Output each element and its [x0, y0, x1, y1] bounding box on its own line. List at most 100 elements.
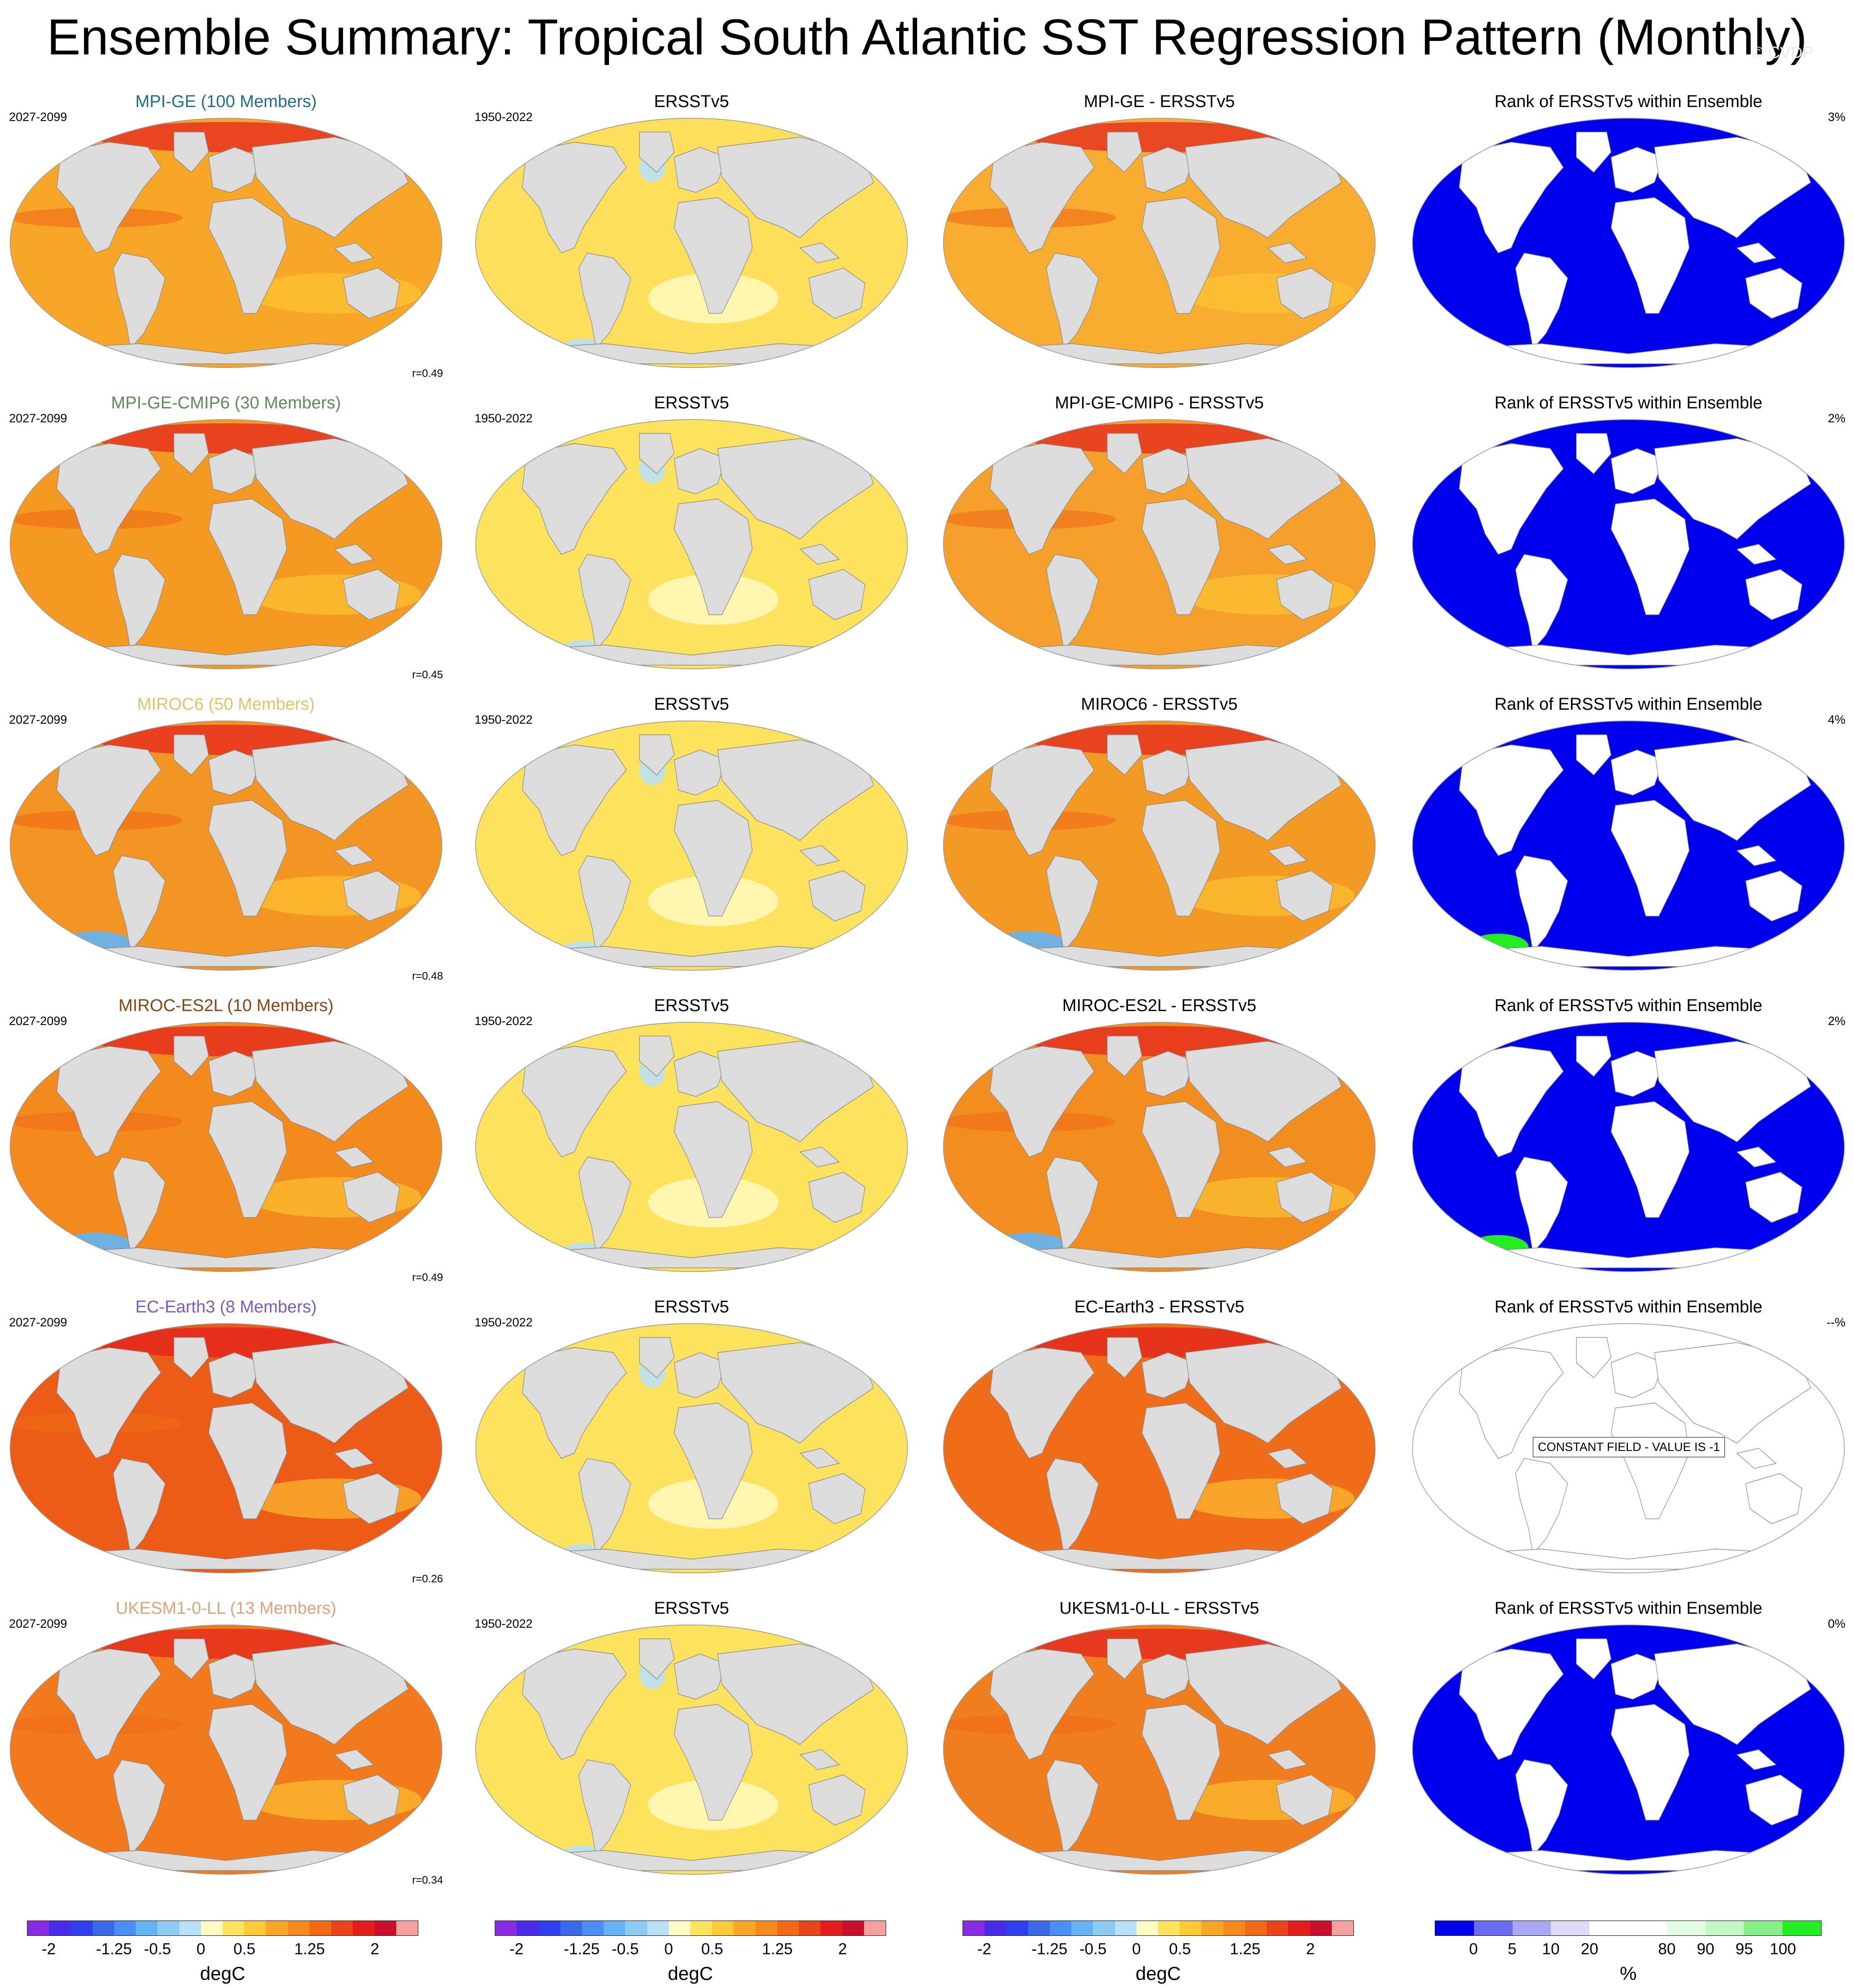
continent-outline [112, 855, 166, 952]
colorbar-swatch [179, 1921, 201, 1935]
anomaly-patch [990, 1232, 1068, 1263]
sst-regression-map [475, 1021, 908, 1272]
colorbar-swatch [712, 1921, 734, 1935]
continent-outline [208, 1653, 261, 1700]
continent-outline [674, 1101, 753, 1218]
pattern-correlation: r=0.26 [412, 1573, 443, 1585]
period-label: 2027-2099 [9, 1014, 67, 1028]
continent-outline [1736, 845, 1777, 866]
map-panel-diff: MPI-GE-CMIP6 - ERSSTv5 [942, 394, 1376, 686]
continent-outline [639, 131, 675, 173]
continent-outline [1046, 855, 1099, 952]
continent-outline [1515, 554, 1568, 651]
continent-outline [1745, 569, 1803, 620]
colorbar-tick-label: 0.5 [701, 1940, 723, 1958]
colorbar-swatch [1267, 1921, 1289, 1935]
sst-regression-map [475, 720, 908, 971]
continent-outline [1459, 1046, 1564, 1158]
continent-outline [343, 870, 400, 922]
colorbar-swatch [222, 1921, 245, 1935]
anomaly-patch [57, 931, 135, 962]
period-label: 1950-2022 [475, 713, 533, 726]
panel-title: EC-Earth3 (8 Members) [135, 1298, 317, 1316]
continent-outline [674, 1704, 753, 1821]
continent-outline [1611, 1352, 1664, 1398]
colorbar-swatch [820, 1921, 842, 1935]
pattern-correlation: r=0.48 [412, 970, 443, 982]
continent-outline [808, 268, 866, 319]
panel-title: ERSSTv5 [654, 394, 729, 412]
colorbar-tick-label: -1.25 [564, 1940, 600, 1958]
continent-outline [174, 433, 209, 475]
continent-outline [1736, 1146, 1777, 1168]
sst-regression-map [943, 117, 1376, 368]
continent-outline [1736, 544, 1777, 565]
colorbar-swatch [1288, 1921, 1310, 1935]
panel-title: Rank of ERSSTv5 within Ensemble [1494, 1599, 1763, 1618]
continent-outline [799, 1749, 840, 1770]
panel-title: MPI-GE - ERSSTv5 [1084, 92, 1235, 111]
colorbar-tick-label: 100 [1769, 1940, 1796, 1958]
panel-title: UKESM1-0-LL (13 Members) [116, 1599, 336, 1618]
colorbar-swatch [647, 1921, 669, 1935]
continent-outline [1611, 1051, 1664, 1097]
colorbar-swatches [1435, 1921, 1822, 1936]
sst-regression-map [9, 419, 443, 670]
period-label: 2027-2099 [9, 1617, 67, 1630]
panel-title: EC-Earth3 - ERSSTv5 [1074, 1298, 1245, 1316]
continent-outline [1142, 1352, 1195, 1398]
colorbar-swatch [1666, 1921, 1706, 1935]
continent-outline [1107, 1337, 1142, 1379]
colorbar-tick-label: -0.5 [143, 1940, 171, 1958]
panel-title: ERSSTv5 [654, 996, 729, 1015]
colorbar-swatch [1180, 1921, 1202, 1935]
period-label: 1950-2022 [475, 1617, 533, 1630]
continent-outline [1576, 1638, 1612, 1680]
continent-outline [990, 1648, 1095, 1760]
colorbar-swatch [201, 1921, 223, 1935]
continent-outline [1267, 1146, 1308, 1168]
colorbar-swatch [1093, 1921, 1115, 1935]
continent-outline [112, 1458, 166, 1555]
continent-outline [1107, 131, 1142, 173]
continent-outline [1745, 870, 1803, 922]
colorbar-swatch [755, 1921, 777, 1935]
colorbar-swatch [287, 1921, 309, 1935]
colorbar-swatch [49, 1921, 71, 1935]
continent-outline [1142, 1402, 1221, 1519]
continent-outline [990, 443, 1095, 555]
continent-outline [639, 1638, 675, 1680]
pattern-correlation: r=0.45 [412, 669, 443, 681]
continent-outline [1107, 1035, 1142, 1077]
continent-outline [1276, 268, 1334, 319]
colorbar-swatch [1201, 1921, 1223, 1935]
map-panel-obs: ERSSTv5 1950-2022 [475, 695, 909, 987]
colorbar-swatch [1628, 1921, 1667, 1935]
continent-outline [208, 448, 261, 494]
colorbar: -2 -1.25 -0.5 0 0.5 1.25 2 degC [27, 1921, 418, 1988]
continent-outline [208, 749, 261, 796]
colorbar-tick-label: -2 [509, 1940, 524, 1958]
pattern-correlation: r=0.49 [412, 367, 443, 380]
continent-outline [1142, 1101, 1221, 1218]
continent-outline [1046, 1156, 1099, 1254]
continent-outline [799, 1146, 840, 1168]
panel-title: Rank of ERSSTv5 within Ensemble [1494, 394, 1763, 412]
continent-outline [343, 569, 400, 620]
panel-title: ERSSTv5 [654, 695, 729, 714]
continent-outline [1046, 252, 1099, 349]
panel-title: MPI-GE (100 Members) [135, 92, 317, 111]
panel-title: Rank of ERSSTv5 within Ensemble [1494, 1298, 1763, 1316]
period-label: 1950-2022 [475, 1014, 533, 1028]
map-panel-model: UKESM1-0-LL (13 Members) 2027-2099 r=0.34 [9, 1599, 443, 1891]
sst-regression-map [9, 1624, 443, 1875]
continent-outline [56, 1648, 161, 1760]
continent-outline [1459, 1648, 1564, 1760]
colorbar-swatch [71, 1921, 93, 1935]
panel-title: ERSSTv5 [654, 1599, 729, 1618]
continent-outline [1267, 1448, 1308, 1469]
colorbar-swatch [331, 1921, 353, 1935]
continent-outline [1276, 1774, 1334, 1826]
continent-outline [334, 1749, 375, 1770]
continent-outline [334, 544, 375, 565]
